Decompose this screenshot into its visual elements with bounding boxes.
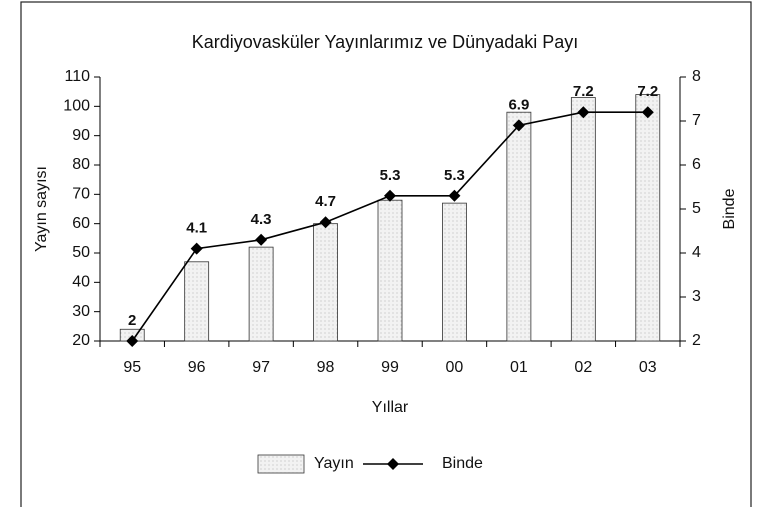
y-tick-label: 110	[64, 68, 90, 85]
y2-tick-label: 7	[692, 112, 701, 129]
marker	[319, 216, 332, 229]
data-label: 5.3	[444, 167, 465, 184]
data-label: 5.3	[380, 167, 401, 184]
marker	[190, 242, 203, 255]
marker	[255, 233, 268, 246]
data-label: 2	[128, 312, 136, 329]
y2-tick-label: 6	[692, 156, 701, 173]
data-label: 4.7	[315, 193, 336, 210]
bar	[313, 223, 338, 342]
y2-tick-label: 5	[692, 200, 701, 217]
y-tick-label: 20	[72, 332, 90, 349]
marker	[448, 189, 461, 202]
y-axis-label: Yayın sayısı	[33, 166, 50, 252]
y-tick-label: 30	[72, 303, 90, 320]
legend-label: Yayın	[314, 455, 354, 472]
y2-axis-label: Binde	[721, 188, 738, 229]
y-tick-label: 40	[72, 274, 90, 291]
y2-tick-label: 8	[692, 68, 701, 85]
frame	[20, 1, 752, 507]
x-axis-label: Yıllar	[372, 399, 409, 416]
bar	[570, 97, 596, 342]
x-tick-label: 01	[510, 359, 528, 376]
y2-tick-label: 3	[692, 288, 701, 305]
y-tick-label: 80	[72, 156, 90, 173]
bar	[506, 111, 532, 342]
y-tick-label: 90	[72, 127, 90, 144]
y-tick-label: 60	[72, 215, 90, 232]
y2-tick-label: 2	[692, 332, 701, 349]
marker	[641, 106, 654, 119]
bar	[377, 199, 403, 342]
legend-label: Binde	[442, 455, 483, 472]
data-label: 7.2	[637, 83, 658, 100]
bar	[184, 261, 210, 342]
data-label: 4.3	[251, 211, 272, 228]
chart-title: Kardiyovasküler Yayınlarımız ve Dünyadak…	[192, 32, 579, 52]
bar	[248, 246, 274, 342]
x-tick-label: 96	[188, 359, 206, 376]
data-label: 4.1	[186, 220, 207, 237]
marker	[512, 119, 525, 132]
bar	[635, 94, 661, 342]
y2-tick-label: 4	[692, 244, 701, 261]
data-label: 6.9	[508, 96, 529, 113]
marker	[126, 335, 139, 347]
y-tick-label: 50	[72, 244, 90, 261]
y-tick-label: 100	[63, 98, 90, 115]
data-label: 7.2	[573, 83, 594, 100]
legend-marker	[387, 458, 399, 470]
x-tick-label: 95	[123, 359, 141, 376]
bar	[442, 202, 467, 342]
x-tick-label: 00	[446, 359, 464, 376]
x-tick-label: 03	[639, 359, 657, 376]
marker	[577, 106, 590, 119]
x-tick-label: 02	[574, 359, 592, 376]
legend-swatch	[257, 454, 305, 474]
x-tick-label: 97	[252, 359, 270, 376]
x-tick-label: 99	[381, 359, 399, 376]
x-tick-label: 98	[317, 359, 335, 376]
y-tick-label: 70	[72, 186, 90, 203]
marker	[384, 189, 396, 202]
